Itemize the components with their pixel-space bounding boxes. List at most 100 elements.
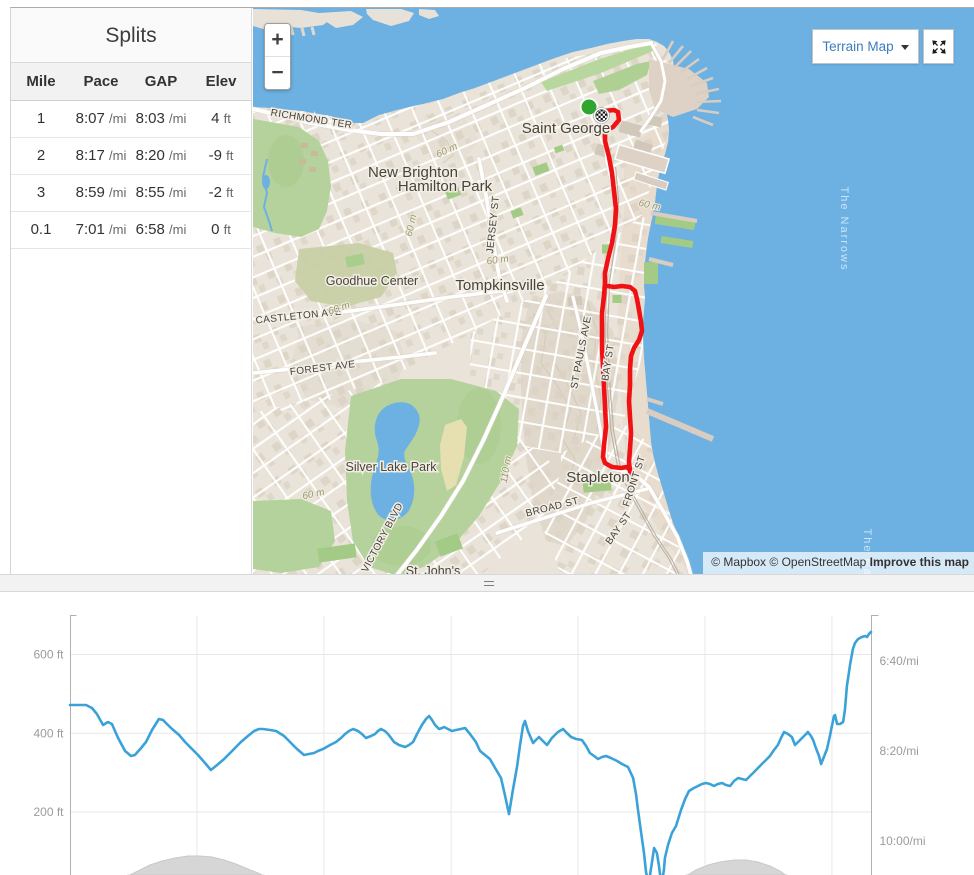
gap-unit: /mi bbox=[169, 148, 187, 163]
map-shape bbox=[419, 9, 439, 19]
map-shape bbox=[692, 115, 714, 127]
resize-divider[interactable] bbox=[0, 574, 974, 592]
fullscreen-arrow bbox=[940, 48, 946, 54]
improve-map-link[interactable]: Improve this map bbox=[869, 555, 969, 569]
map-shape bbox=[434, 533, 464, 557]
zoom-out-button[interactable]: − bbox=[265, 57, 290, 89]
fullscreen-arrows bbox=[931, 39, 946, 54]
map-shape bbox=[262, 175, 270, 189]
map-shape bbox=[440, 419, 467, 491]
pace-unit: /mi bbox=[109, 148, 127, 163]
zoom-in-button[interactable]: + bbox=[265, 24, 290, 57]
map-layer-label: Terrain Map bbox=[822, 39, 894, 54]
route-line-back bbox=[605, 283, 645, 487]
map-shape bbox=[646, 397, 664, 406]
map-shape bbox=[366, 9, 414, 26]
fullscreen-button[interactable] bbox=[923, 29, 954, 64]
map-shape bbox=[311, 151, 318, 156]
split-row[interactable]: 3 8:59 /mi 8:55 /mi -2 ft bbox=[11, 174, 251, 212]
map-shape bbox=[661, 40, 675, 60]
left-axis-tick-label: 600 ft bbox=[33, 648, 64, 662]
gap-unit: /mi bbox=[169, 222, 187, 237]
map-label: Silver Lake Park bbox=[345, 460, 437, 474]
elev-unit: ft bbox=[226, 148, 234, 163]
map-shape bbox=[578, 314, 592, 324]
map-label: New Brighton bbox=[368, 164, 458, 181]
split-cell: 6:58 /mi bbox=[131, 211, 191, 249]
road bbox=[639, 41, 667, 133]
split-cell: 8:17 /mi bbox=[71, 137, 131, 175]
map-shape bbox=[650, 211, 698, 223]
split-row[interactable]: 2 8:17 /mi 8:20 /mi -9 ft bbox=[11, 137, 251, 175]
splits-panel: Splits Mile Pace GAP Elev 1 8:07 /mi 8:03 /mi… bbox=[11, 8, 252, 575]
fullscreen-arrow bbox=[931, 48, 937, 54]
map-shape bbox=[261, 158, 273, 232]
map-shape bbox=[660, 236, 694, 248]
silver-lake bbox=[370, 402, 420, 521]
fullscreen-icon bbox=[931, 39, 946, 54]
map-shape bbox=[553, 144, 565, 154]
map-shape bbox=[317, 543, 357, 563]
split-cell: 3 bbox=[11, 174, 71, 212]
road bbox=[571, 295, 606, 453]
right-axis-line bbox=[871, 615, 879, 875]
map-shape bbox=[686, 66, 708, 81]
splits-column-header: Mile bbox=[11, 63, 71, 101]
map-attribution: © Mapbox © OpenStreetMap Improve this ma… bbox=[703, 552, 974, 574]
road bbox=[495, 487, 649, 535]
map-label: The Narrows bbox=[838, 187, 850, 272]
fullscreen-arrow bbox=[940, 39, 946, 45]
split-cell: -9 ft bbox=[191, 137, 251, 175]
map-shape bbox=[253, 499, 335, 573]
attribution-osm[interactable]: © OpenStreetMap bbox=[769, 555, 867, 569]
attribution-mapbox[interactable]: © Mapbox bbox=[711, 555, 767, 569]
start-marker[interactable] bbox=[581, 99, 597, 115]
left-axis-line bbox=[70, 615, 77, 875]
map[interactable]: Saint George New Brighton Hamilton Park Tom… bbox=[253, 8, 974, 575]
route-line-out bbox=[599, 107, 635, 487]
drag-handle-icon bbox=[484, 581, 494, 586]
splits-title: Splits bbox=[11, 8, 251, 63]
right-axis-tick-label: 6:40/mi bbox=[880, 654, 919, 668]
map-shape bbox=[690, 76, 714, 88]
splits-column-header: GAP bbox=[131, 63, 191, 101]
elevation-pace-chart[interactable]: 600 ft 400 ft 200 ft 6:40/mi 8:20/mi 10:00/mi bbox=[0, 592, 974, 875]
map-label: Stapleton bbox=[566, 469, 629, 486]
gap-unit: /mi bbox=[169, 111, 187, 126]
map-label: Hamilton Park bbox=[398, 178, 493, 195]
split-cell: 8:55 /mi bbox=[131, 174, 191, 212]
map-layer-dropdown[interactable]: Terrain Map bbox=[812, 29, 919, 64]
map-shape bbox=[301, 143, 308, 148]
map-shape bbox=[674, 50, 692, 68]
splits-table: Mile Pace GAP Elev 1 8:07 /mi 8:03 /mi 4 ft 2 8:… bbox=[11, 63, 251, 249]
map-shape bbox=[310, 26, 316, 36]
elev-unit: ft bbox=[223, 111, 231, 126]
map-shape bbox=[680, 57, 700, 74]
gap-unit: /mi bbox=[169, 185, 187, 200]
split-cell: -2 ft bbox=[191, 174, 251, 212]
map-shape bbox=[295, 243, 397, 307]
map-shape bbox=[457, 388, 501, 464]
split-cell: 7:01 /mi bbox=[71, 211, 131, 249]
pace-line bbox=[68, 630, 873, 875]
finish-marker[interactable] bbox=[595, 109, 608, 122]
chevron-down-icon bbox=[900, 44, 909, 50]
map-shape bbox=[510, 207, 524, 219]
map-shape bbox=[345, 253, 365, 268]
map-shape bbox=[612, 295, 622, 303]
elevation-area bbox=[127, 855, 265, 875]
split-cell: 8:03 /mi bbox=[131, 100, 191, 138]
map-label: St. John's bbox=[406, 564, 461, 575]
map-shape bbox=[581, 122, 597, 136]
split-row[interactable]: 0.1 7:01 /mi 6:58 /mi 0 ft bbox=[11, 211, 251, 249]
split-cell: 1 bbox=[11, 100, 71, 138]
zoom-control: + − bbox=[264, 23, 291, 90]
map-shape bbox=[593, 61, 651, 94]
map-shape bbox=[444, 186, 462, 200]
split-row[interactable]: 1 8:07 /mi 8:03 /mi 4 ft bbox=[11, 100, 251, 138]
map-shape bbox=[469, 216, 669, 453]
map-shape bbox=[654, 215, 696, 231]
splits-column-header: Elev bbox=[191, 63, 251, 101]
